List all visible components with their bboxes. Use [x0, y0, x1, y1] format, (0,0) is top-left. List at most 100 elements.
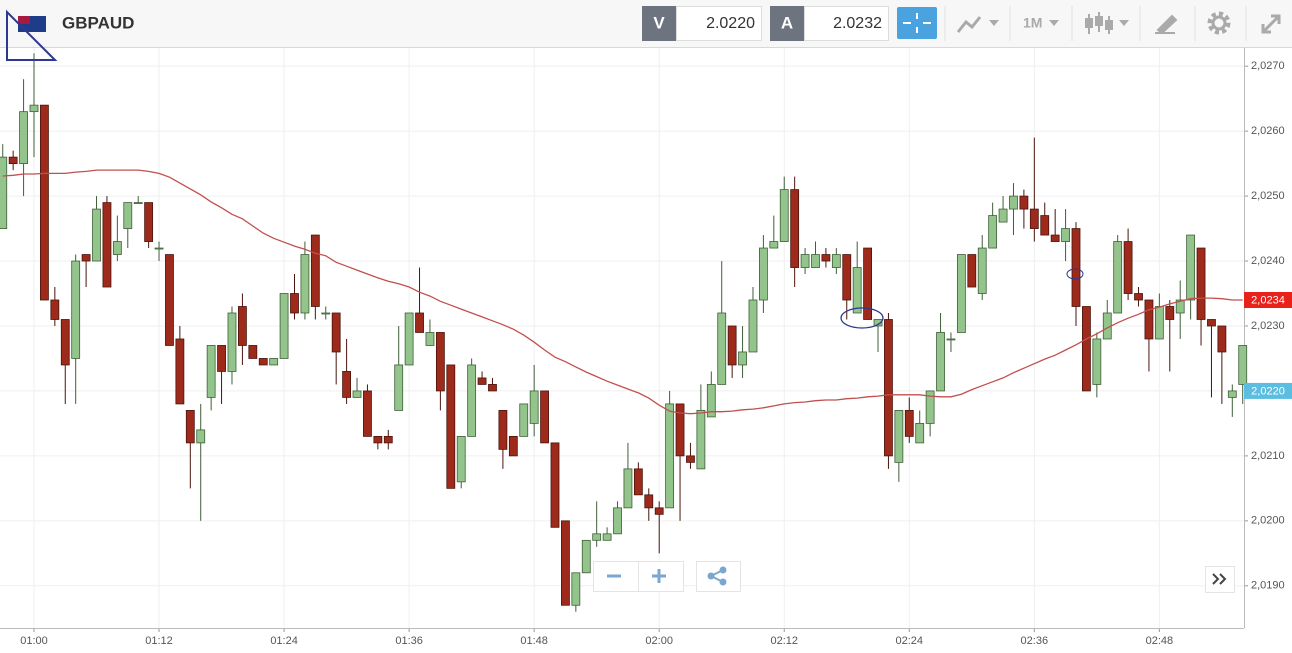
candle-icon	[1085, 18, 1093, 28]
sell-button[interactable]	[642, 6, 676, 41]
candle-body	[977, 247, 987, 294]
fullscreen-icon[interactable]	[1261, 14, 1281, 34]
candle-body	[925, 390, 935, 424]
candle-body	[1196, 247, 1206, 320]
y-tick-label: 2,0200	[1251, 515, 1285, 527]
timeframe[interactable]: 1M	[1023, 15, 1042, 31]
candle-body	[956, 254, 966, 333]
price-marker-label: 2,0220	[1251, 385, 1285, 397]
candle-body	[92, 208, 101, 262]
candle-body	[175, 338, 185, 405]
x-tick-label: 02:12	[770, 635, 798, 647]
sell-price-box	[676, 6, 762, 41]
zoom-in[interactable]	[652, 569, 666, 583]
y-tick-label: 2,0190	[1251, 580, 1285, 592]
candle-body	[540, 390, 549, 444]
candle-body	[123, 202, 133, 229]
settings-icon[interactable]	[1207, 11, 1231, 35]
candle-body	[435, 332, 445, 392]
candle-body	[769, 241, 779, 249]
candle-body	[1175, 299, 1185, 314]
candle-body	[790, 189, 800, 268]
candle-body	[248, 345, 258, 359]
candle-body	[144, 202, 154, 242]
candle-body	[602, 533, 612, 541]
candle-body	[217, 345, 226, 372]
candle-icon	[1105, 20, 1113, 30]
candle-body	[40, 104, 49, 301]
candle-body	[654, 507, 664, 515]
buy-button[interactable]	[770, 6, 804, 41]
candle-body	[467, 364, 477, 437]
scroll-icon	[1212, 573, 1227, 585]
candle-body	[571, 572, 581, 606]
sell-label: V	[653, 13, 665, 32]
chart-type-icon[interactable]	[956, 16, 982, 33]
candle-body	[1134, 293, 1143, 301]
candle-body	[456, 435, 466, 483]
candle-body	[1217, 325, 1227, 353]
candle-body	[800, 254, 810, 268]
crosshair-icon	[903, 13, 931, 33]
price-marker-label: 2,0234	[1251, 294, 1285, 306]
x-tick-label: 01:36	[395, 635, 423, 647]
scroll-latest-button[interactable]	[1205, 566, 1235, 593]
buy-price: 2.0232	[833, 15, 882, 32]
candle-body	[863, 247, 872, 320]
candle-body	[873, 319, 883, 327]
buy-price-box	[804, 6, 889, 41]
candle-body	[1186, 234, 1196, 301]
candle-body	[613, 507, 622, 535]
candle-body	[1227, 390, 1237, 398]
candle-body	[1050, 234, 1060, 242]
candle-body	[1123, 241, 1133, 294]
y-tick-label: 2,0240	[1251, 255, 1285, 267]
candle-body	[988, 215, 998, 249]
candle-body	[373, 435, 383, 444]
candle-body	[477, 377, 487, 385]
candle-body	[623, 468, 633, 509]
crosshair-button[interactable]	[897, 7, 937, 39]
candle-body	[779, 189, 789, 242]
dropdown-arrow	[1119, 20, 1129, 26]
candle-body	[831, 254, 841, 268]
candle-body	[498, 410, 508, 450]
candle-body	[675, 403, 685, 457]
candle-body	[1019, 195, 1029, 210]
candle-body	[852, 267, 862, 314]
candle-body	[279, 293, 289, 359]
candle-body	[581, 539, 591, 574]
x-tick-label: 01:12	[145, 635, 173, 647]
candle-body	[227, 312, 237, 372]
candle-body	[842, 254, 852, 301]
candle-body	[1071, 228, 1081, 307]
x-tick-label: 02:24	[896, 635, 924, 647]
candle-body	[727, 325, 737, 366]
symbol: GBPAUD	[62, 13, 134, 32]
candle-body	[998, 208, 1008, 223]
x-tick-label: 01:00	[20, 635, 48, 647]
draw-icon[interactable]	[1155, 14, 1178, 35]
candle-body	[8, 156, 18, 165]
candle-body	[686, 455, 695, 463]
candle-body	[446, 364, 456, 489]
candle-body	[237, 306, 247, 346]
candle-body	[696, 410, 706, 470]
y-tick-label: 2,0260	[1251, 125, 1285, 137]
candle-body	[665, 403, 675, 509]
candle-body	[529, 390, 539, 424]
share-button[interactable]	[696, 561, 741, 592]
y-tick-label: 2,0250	[1251, 190, 1285, 202]
candle-body	[1154, 306, 1164, 340]
candle-body	[342, 371, 352, 398]
candle-body	[1029, 208, 1039, 229]
candle-body	[904, 410, 914, 437]
x-tick-label: 02:48	[1146, 635, 1174, 647]
candle-body	[415, 312, 424, 333]
share-icon	[707, 572, 715, 580]
x-tick-label: 01:24	[270, 635, 298, 647]
candle-body	[821, 254, 831, 262]
price-marker	[1244, 382, 1292, 399]
